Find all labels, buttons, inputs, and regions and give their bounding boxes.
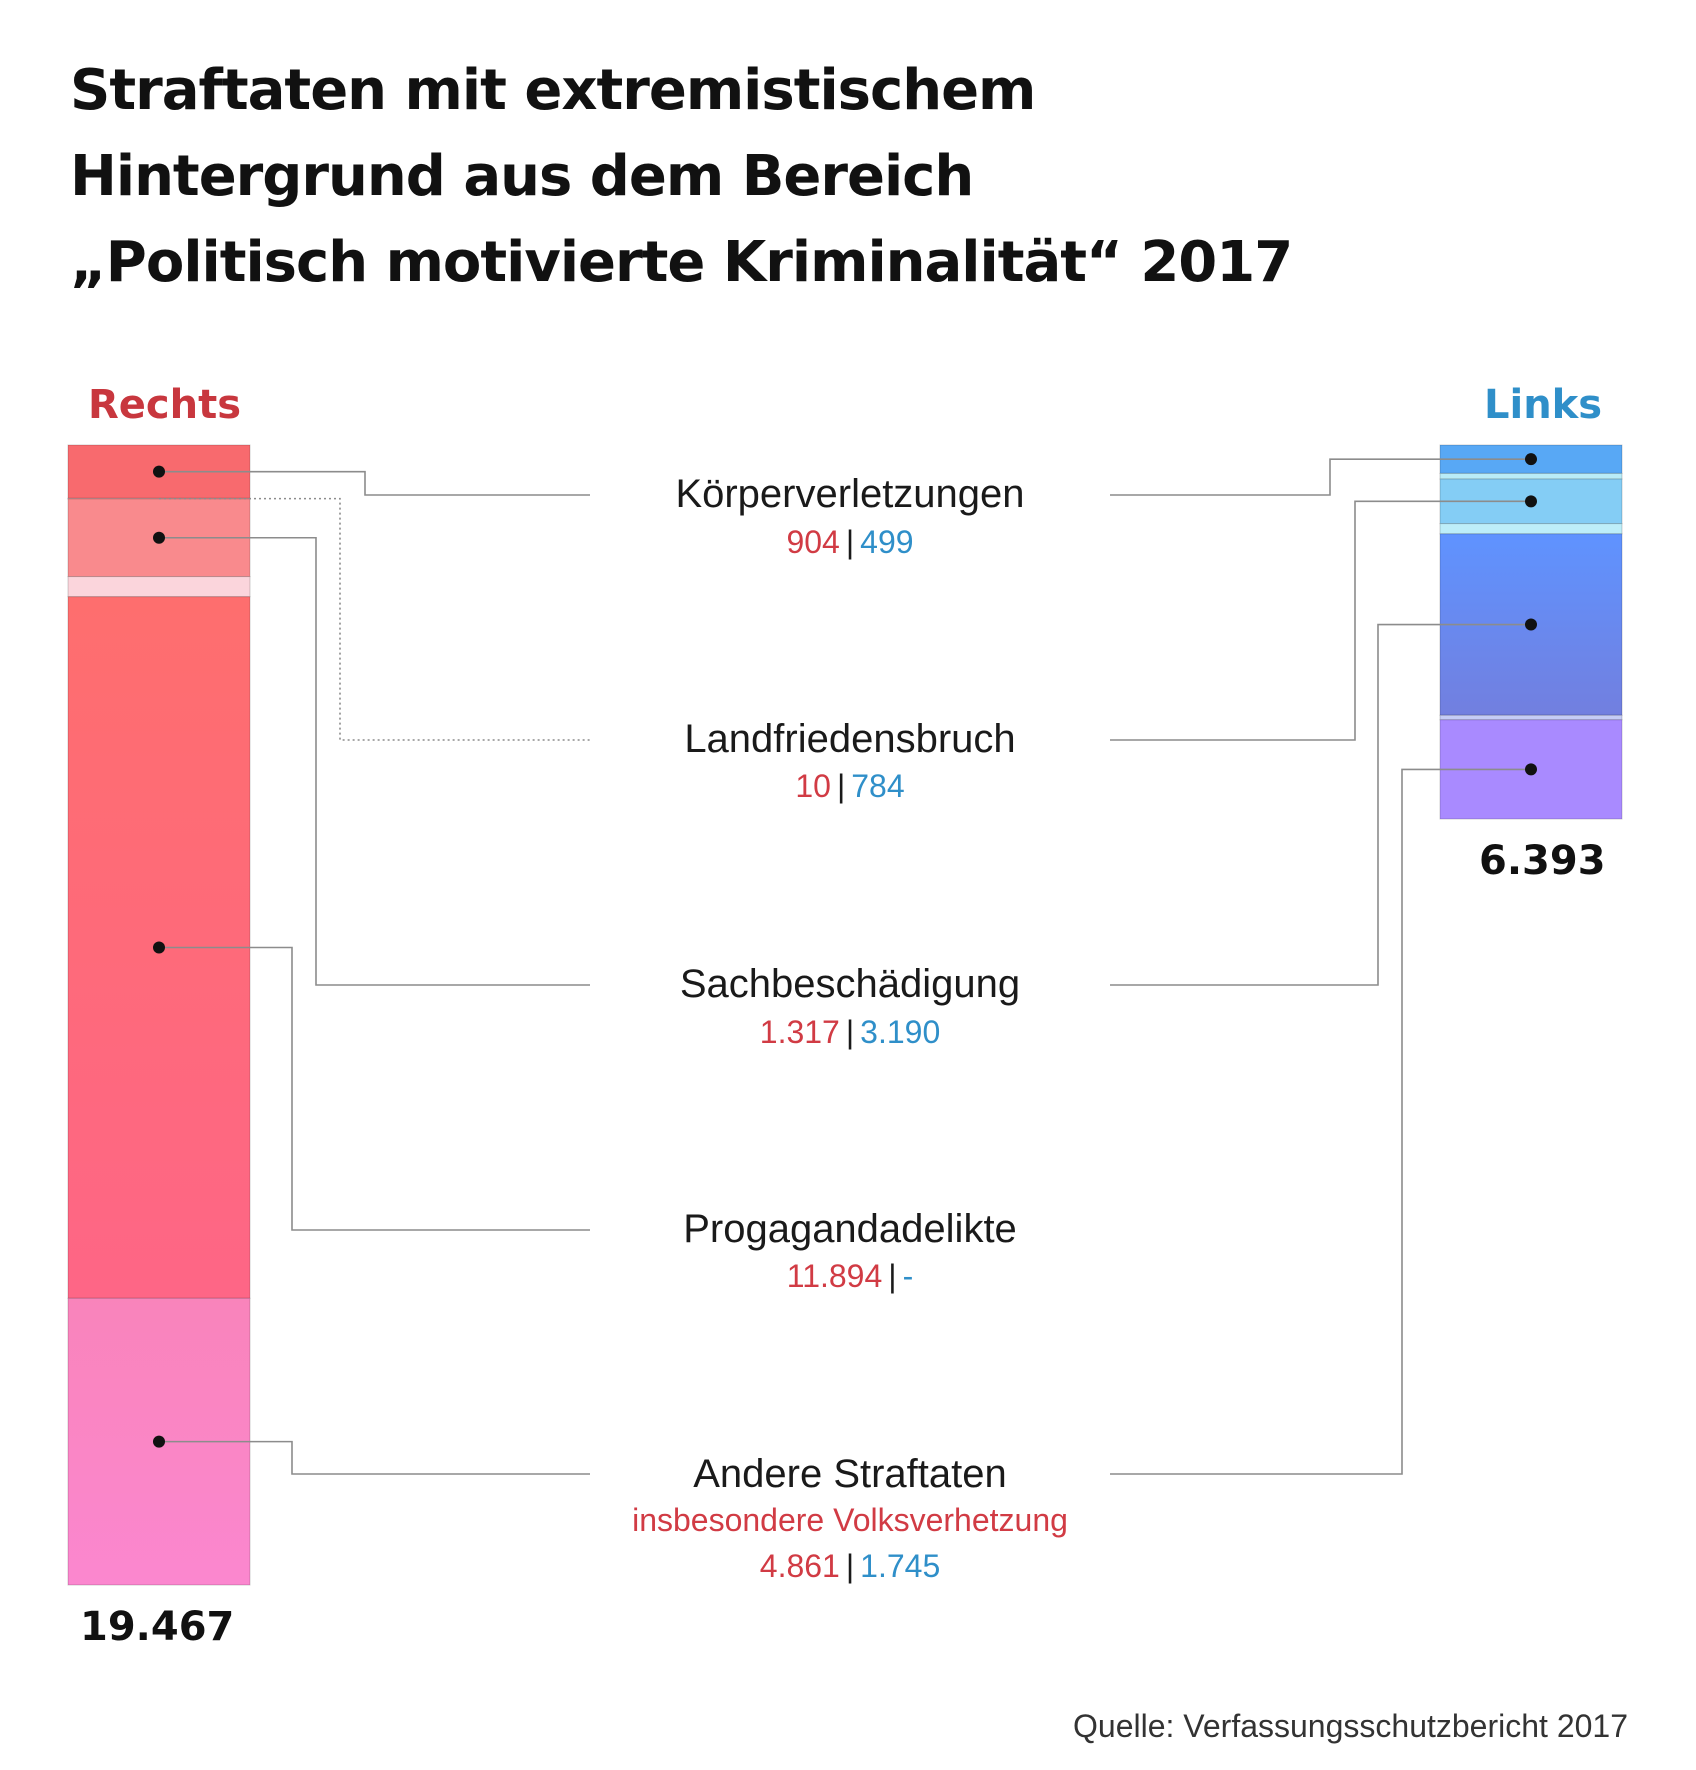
category-values-sachbeschaedigung: 1.317 | 3.190 [590,1014,1110,1051]
rechts-total: 19.467 [80,1604,235,1650]
links-label: Links [1484,382,1603,428]
title-line: Hintergrund aus dem Bereich [70,144,974,209]
connector-rechts-koerperverletzungen [159,470,615,496]
links-value: 3.190 [860,1014,941,1050]
links-value: 1.745 [860,1548,941,1584]
marker-links-andere-straftaten [1525,763,1537,776]
value-separator: | [845,524,855,560]
links-segment-sonstige [1439,523,1623,535]
rechts-value: 1.317 [759,1014,840,1050]
category-name-landfriedensbruch: Landfriedensbruch [590,717,1110,762]
category-values-andere-straftaten: 4.861 | 1.745 [590,1548,1110,1585]
marker-rechts-sachbeschaedigung [153,531,165,544]
rechts-segment-sonstige [67,576,251,598]
category-values-koerperverletzungen: 904 | 499 [590,524,1110,561]
category-name-sachbeschaedigung: Sachbeschädigung [590,962,1110,1007]
connector-rechts-landfriedensbruch [159,497,628,741]
marker-links-koerperverletzungen [1525,453,1537,466]
links-value: 499 [860,524,914,560]
connector-rechts-progagandadelikte [159,946,630,1231]
rechts-label: Rechts [88,382,242,428]
connector-links-sachbeschaedigung [1066,623,1531,986]
marker-rechts-progagandadelikte [153,941,165,954]
connector-rechts-sachbeschaedigung [159,536,630,986]
chart-title: Straftaten mit extremistischem Hintergru… [70,48,1570,306]
marker-rechts-koerperverletzungen [153,465,165,478]
source-note: Quelle: Verfassungsschutzbericht 2017 [1073,1708,1628,1744]
category-values-landfriedensbruch: 10 | 784 [590,768,1110,805]
rechts-value: 904 [786,524,840,560]
title-line: Straftaten mit extremistischem [70,58,1036,123]
rechts-value: 11.894 [786,1258,883,1294]
links-value: 784 [851,768,905,804]
rechts-value: 4.861 [759,1548,840,1584]
marker-rechts-andere-straftaten [153,1435,165,1448]
category-name-progagandadelikte: Progagandadelikte [590,1207,1110,1252]
connector-links-landfriedensbruch [1068,500,1531,741]
marker-links-landfriedensbruch [1525,495,1537,508]
value-separator: | [845,1014,855,1050]
links-segment-sonstige [1439,714,1623,721]
title-line: „Politisch motivierte Kriminalität“ 2017 [70,230,1293,295]
connector-links-andere-straftaten [1050,768,1531,1475]
category-values-progagandadelikte: 11.894 | - [590,1258,1110,1295]
value-separator: | [845,1548,855,1584]
category-name-koerperverletzungen: Körperverletzungen [590,472,1110,517]
value-separator: | [888,1258,897,1294]
connector-rechts-andere-straftaten [159,1440,630,1475]
links-total: 6.393 [1479,838,1606,884]
value-separator: | [836,768,846,804]
category-subtitle-volksverhetzung: insbesondere Volksverhetzung [632,1502,1068,1538]
links-value: - [902,1258,914,1294]
rechts-value: 10 [795,768,831,804]
category-name-andere-straftaten: Andere Straftaten [590,1452,1110,1497]
connector-links-koerperverletzungen [1080,458,1531,496]
links-segment-sonstige [1439,472,1623,480]
marker-links-sachbeschaedigung [1525,618,1537,631]
